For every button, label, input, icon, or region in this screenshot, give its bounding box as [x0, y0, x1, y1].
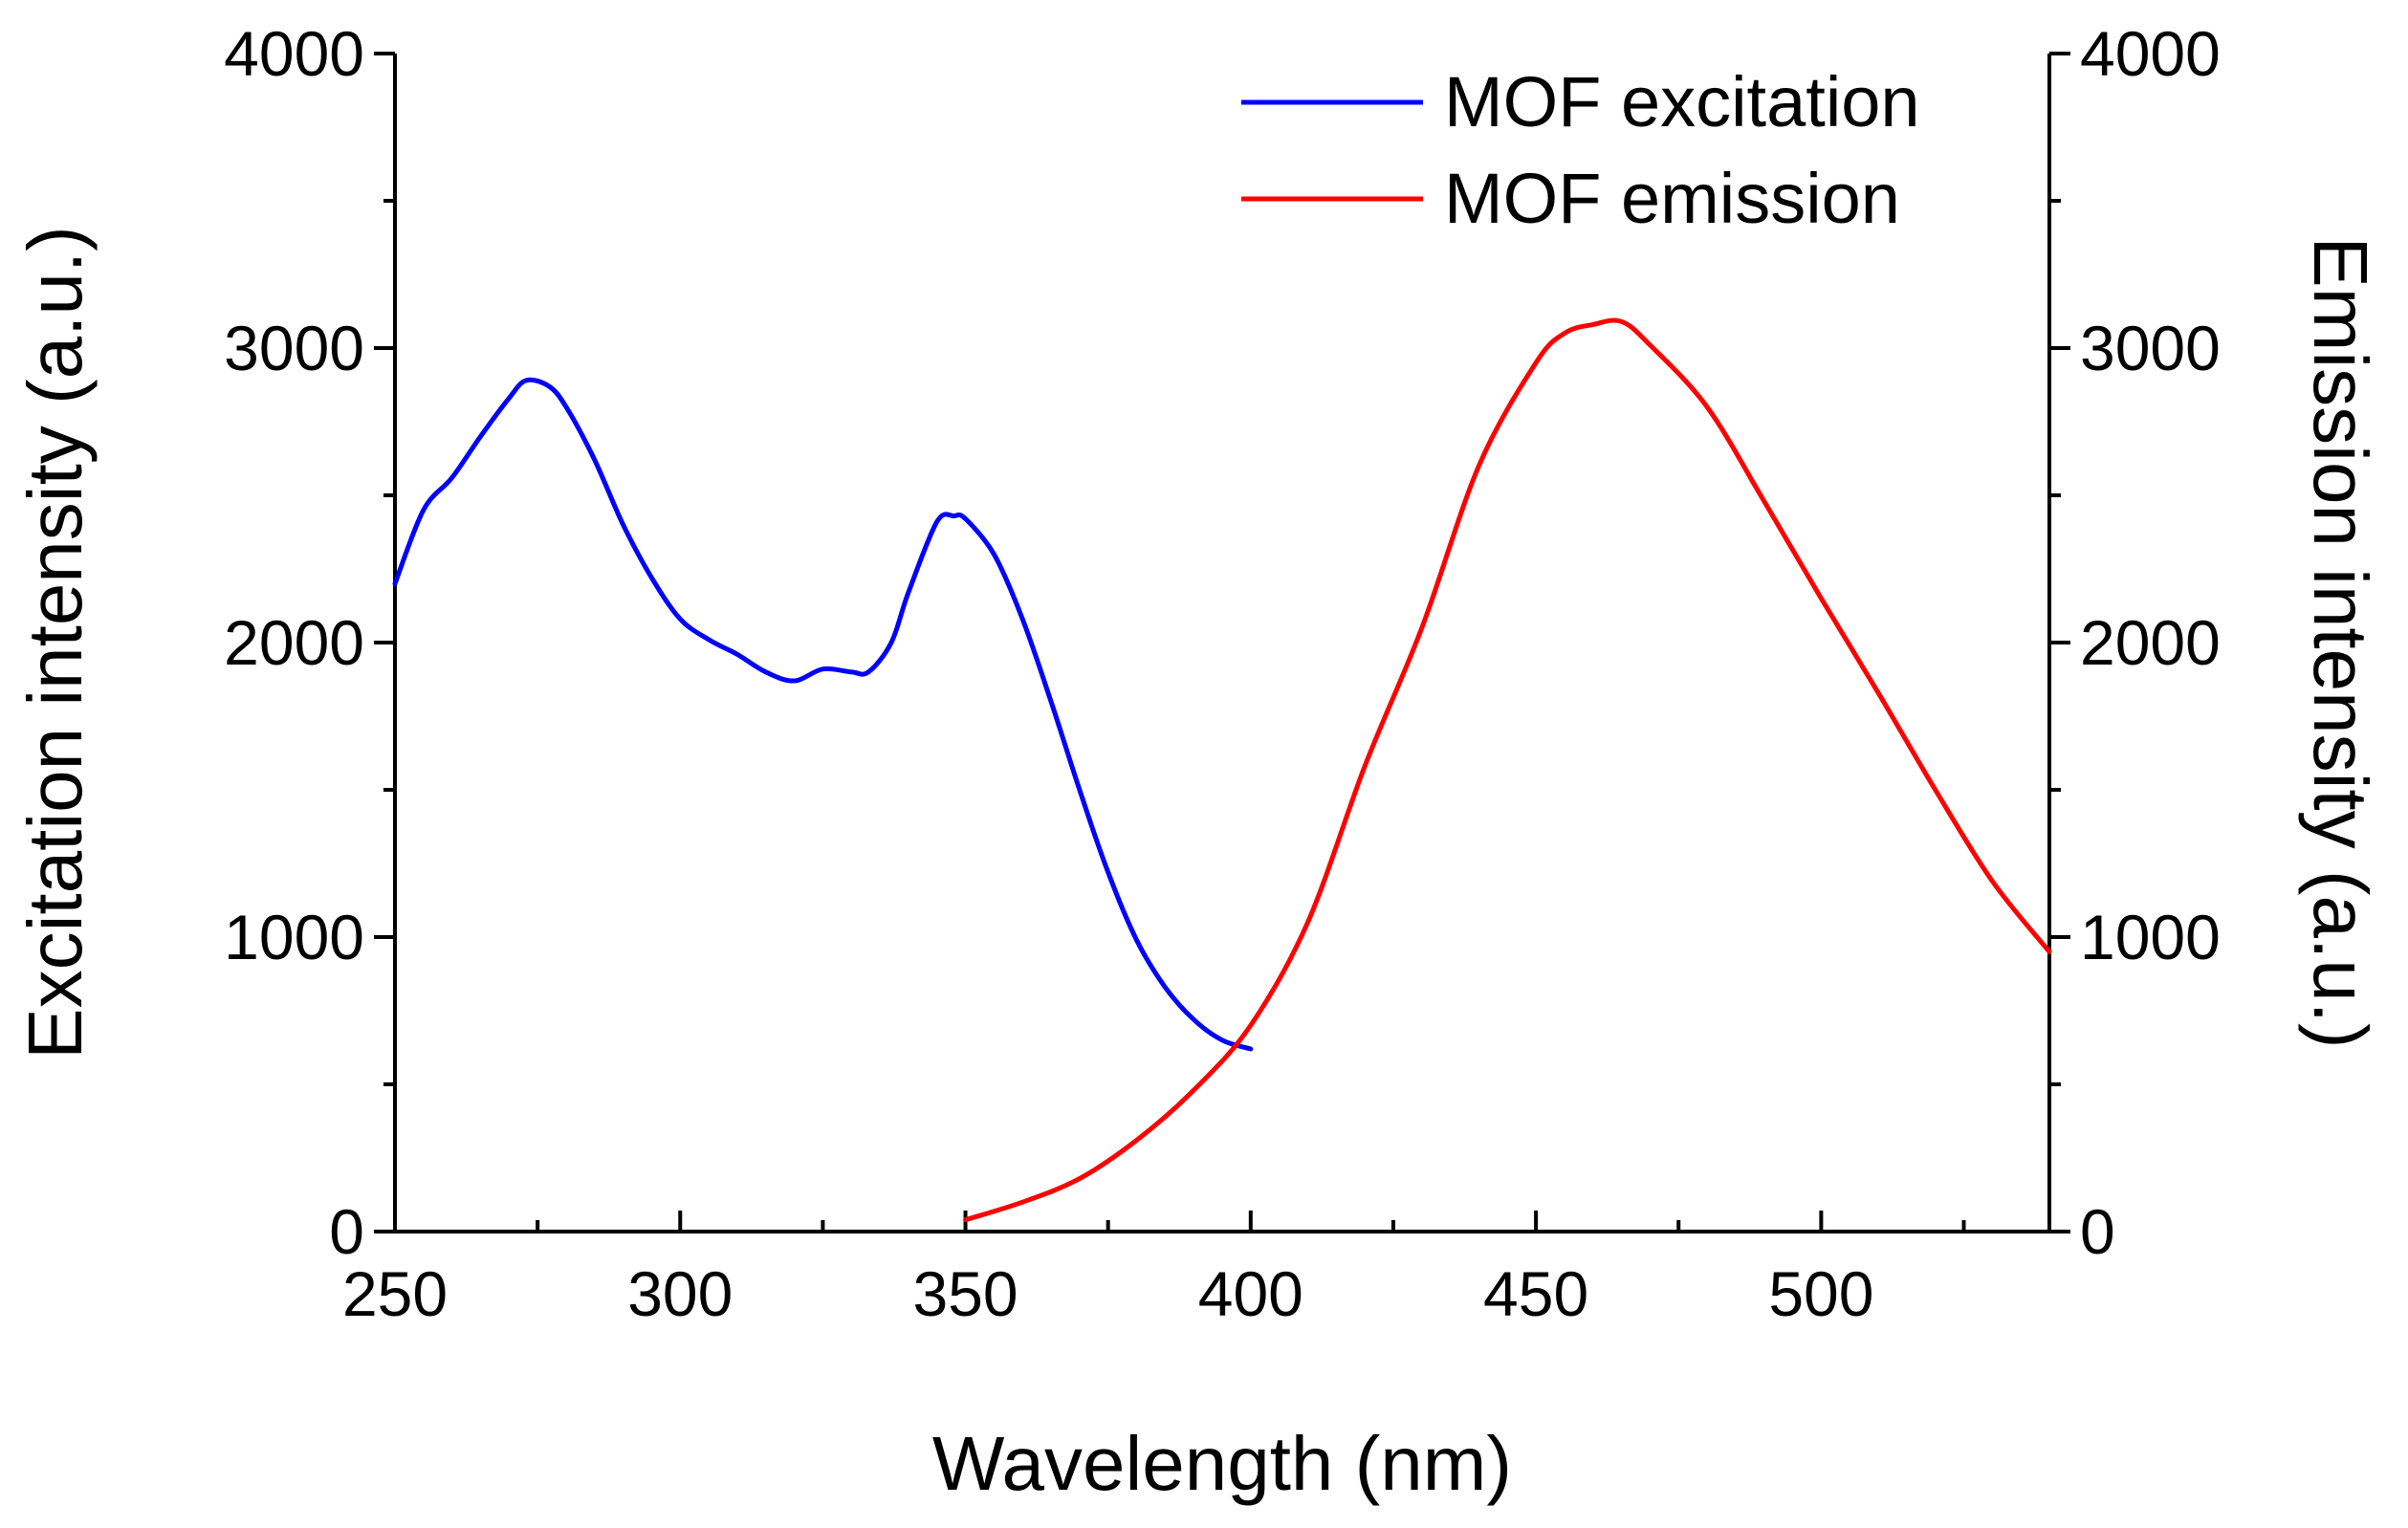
y-left-tick-label: 3000 [224, 313, 364, 383]
tick-labels: 250 300 350 400 450 500 0 0 1000 1000 2000 2000 3000… [224, 18, 2221, 1329]
series-layer [392, 317, 2052, 1223]
x-tick-label: 250 [342, 1258, 448, 1329]
x-axis-title: Wavelength (nm) [932, 1421, 1512, 1506]
y-left-tick-label: 1000 [224, 902, 364, 972]
y-right-tick-label: 2000 [2080, 607, 2221, 678]
legend-label-excitation: MOF excitation [1444, 62, 1920, 142]
x-tick-label: 400 [1198, 1258, 1303, 1329]
y-left-tick-label: 0 [329, 1196, 364, 1267]
series-line-excitation [392, 377, 1254, 1052]
x-tick-label: 350 [912, 1258, 1018, 1329]
legend: MOF excitation MOF emission [1241, 62, 1920, 238]
y-axis-right-title: Emission intensity (a.u.) [2298, 236, 2383, 1048]
y-right-tick-label: 1000 [2080, 902, 2221, 972]
y-right-tick-label: 0 [2080, 1196, 2115, 1267]
x-tick-label: 450 [1483, 1258, 1588, 1329]
series-line-emission [963, 317, 2052, 1223]
y-left-tick-label: 4000 [224, 18, 364, 89]
y-axis-left-title: Excitation intensity (a.u.) [12, 226, 98, 1059]
y-left-tick-label: 2000 [224, 607, 364, 678]
x-tick-label: 500 [1768, 1258, 1873, 1329]
x-tick-label: 300 [627, 1258, 733, 1329]
ticks [374, 52, 2070, 1233]
legend-label-emission: MOF emission [1444, 159, 1900, 238]
y-right-tick-label: 3000 [2080, 313, 2221, 383]
y-right-tick-label: 4000 [2080, 18, 2221, 89]
